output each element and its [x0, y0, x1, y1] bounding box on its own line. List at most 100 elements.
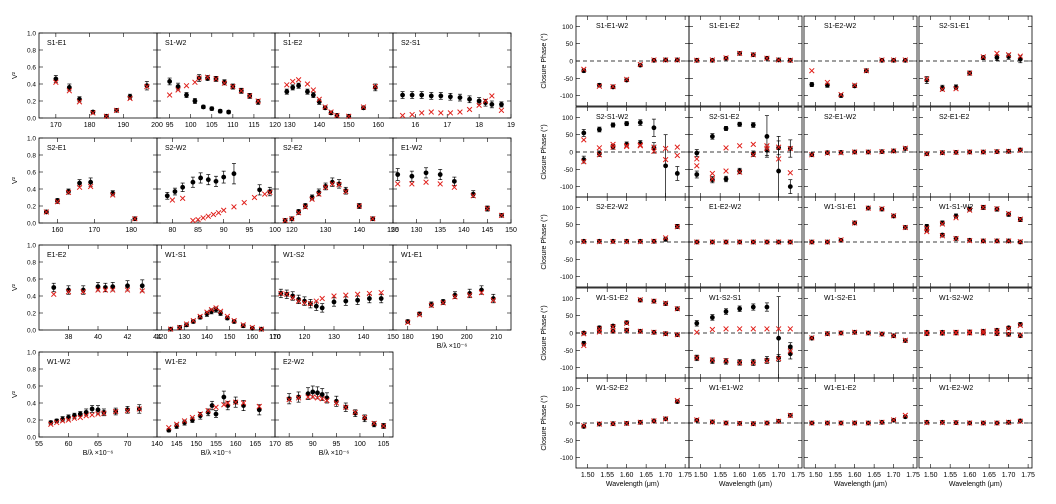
model-point	[890, 417, 897, 423]
model-point	[824, 150, 831, 156]
observed-point	[322, 105, 328, 111]
x-tick-label: 105	[378, 441, 390, 448]
observed-point	[200, 104, 206, 110]
panel-label: W1-E1-E2	[824, 385, 856, 392]
x-tick-label: 120	[156, 334, 168, 341]
x-tick-label: 155	[210, 441, 222, 448]
model-point	[428, 109, 435, 115]
model-point	[352, 409, 358, 416]
observed-point	[144, 83, 150, 89]
model-point	[179, 195, 186, 202]
x-tick-label: 1.55	[828, 472, 842, 479]
x-tick-label: 90	[309, 441, 317, 448]
model-point	[581, 66, 587, 73]
model-point	[183, 321, 190, 327]
model-point	[723, 145, 729, 151]
observed-point	[296, 209, 301, 215]
x-tick-label: 170	[269, 334, 281, 341]
panel-frame	[392, 244, 512, 331]
model-point	[939, 419, 946, 426]
panel-W1-S2-S1: W1-S2-S1	[688, 287, 803, 379]
model-point	[851, 420, 858, 426]
model-point	[490, 297, 497, 304]
observed-point	[205, 177, 211, 183]
model-point	[1017, 322, 1024, 329]
panel-W1-E1: 180 190 200 210 B/λ ×10⁻⁶ W1-E1	[392, 244, 512, 350]
model-point	[581, 137, 587, 143]
model-point	[736, 239, 743, 245]
model-point	[838, 149, 844, 156]
y-tick-label: 0.0	[27, 221, 36, 228]
model-point	[890, 148, 897, 154]
model-point	[764, 55, 770, 61]
model-point	[372, 83, 379, 90]
model-point	[809, 335, 815, 341]
observed-point	[1017, 56, 1023, 62]
model-point	[775, 144, 782, 150]
model-point	[418, 110, 425, 116]
x-tick-label: 140	[358, 334, 370, 341]
x-tick-label: 95	[332, 441, 340, 448]
panel-S2-S1: 16 17 18 19 S2-S1	[392, 32, 515, 129]
x-tick-label: 80	[168, 227, 176, 234]
observed-point	[310, 92, 316, 98]
x-tick-label: 170	[88, 227, 100, 234]
model-point	[307, 300, 314, 307]
panel-S2-E1: 160 170 180 0.0 0.2 0.4 0.6 0.8 1.0 V² S2-E1	[12, 136, 158, 234]
model-point	[953, 215, 959, 221]
model-point	[980, 204, 987, 211]
model-point	[302, 204, 309, 210]
observed-point	[66, 415, 71, 420]
model-point	[1005, 148, 1012, 155]
x-tick-label: 1.55	[713, 472, 727, 479]
x-tick-label: 200	[461, 334, 473, 341]
model-point	[890, 57, 897, 63]
model-point	[378, 289, 384, 296]
y-tick-label: 0.0	[27, 328, 36, 335]
model-point	[261, 191, 268, 197]
model-point	[217, 308, 224, 315]
model-point	[736, 169, 743, 175]
y-tick-label: 0.8	[27, 48, 36, 55]
x-axis-title: Wavelength (μm)	[949, 481, 1002, 488]
observed-point	[102, 285, 108, 290]
observed-point	[110, 284, 116, 290]
model-point	[863, 67, 870, 74]
model-point	[71, 415, 78, 422]
model-point	[838, 237, 844, 243]
model-point	[750, 420, 757, 427]
y-axis-title: Closure Phase (°)	[540, 305, 548, 360]
model-point	[370, 215, 376, 222]
y-tick-label: 100	[562, 205, 573, 212]
x-tick-label: 105	[206, 122, 218, 129]
model-point	[50, 291, 57, 298]
model-point	[484, 205, 491, 212]
observed-point	[302, 203, 308, 209]
model-point	[902, 145, 909, 151]
panel-S2-S1-W2: -100 -50 0 50 100 Closure Phase (°) S2-S1-W2	[540, 106, 690, 198]
model-point	[723, 357, 729, 364]
panel-W1-E1-W2: 1.50 1.55 1.60 1.65 1.70 1.75 Wavelength (μm) W…	[688, 377, 805, 488]
model-point	[181, 418, 188, 424]
model-point	[736, 360, 743, 366]
y-tick-label: 50	[566, 403, 574, 410]
observed-point	[180, 184, 186, 190]
model-point	[127, 95, 133, 102]
observed-point	[776, 335, 782, 341]
model-point	[662, 416, 669, 422]
model-point	[466, 106, 473, 113]
y-tick-label: 1.0	[27, 243, 36, 250]
x-tick-label: 1.65	[752, 472, 766, 479]
observed-point	[764, 134, 770, 139]
x-tick-label: 130	[328, 334, 340, 341]
panel-label: S2-E2-W2	[596, 204, 628, 211]
model-point	[190, 217, 196, 224]
observed-point	[209, 106, 215, 112]
model-point	[694, 156, 700, 162]
model-point	[167, 326, 174, 332]
observed-point	[723, 176, 729, 182]
observed-point	[994, 55, 1000, 60]
x-tick-label: 165	[249, 441, 261, 448]
model-point	[775, 355, 782, 362]
model-point	[750, 52, 757, 58]
